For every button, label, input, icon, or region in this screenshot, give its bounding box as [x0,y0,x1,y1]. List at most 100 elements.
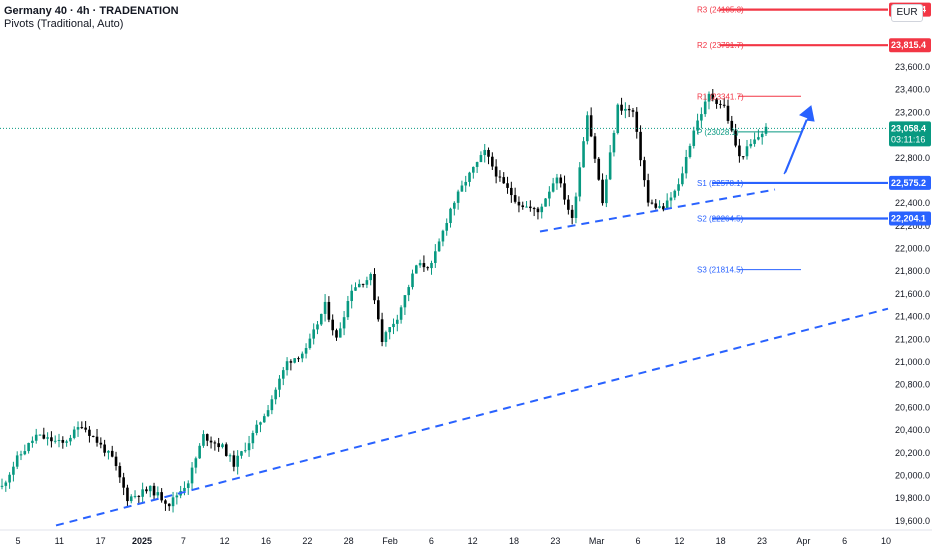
candle [373,274,376,301]
candle [434,251,437,263]
candle [357,283,361,288]
candle [418,263,422,266]
x-tick-label: Feb [382,536,398,546]
candle [137,495,141,497]
candle [749,143,753,147]
candle [437,241,441,252]
x-tick-label: 6 [635,536,640,546]
candle [719,103,722,105]
x-tick-label: Apr [796,536,810,546]
y-tick-label: 21,400.0 [895,312,930,322]
candle [643,160,646,181]
candle [464,181,468,186]
candle [479,155,483,163]
candle [380,319,384,342]
candle [692,130,696,146]
candle [354,287,357,291]
candle [624,108,627,111]
candle [331,319,334,331]
candle [627,108,631,111]
currency-button[interactable]: EUR [891,4,923,22]
candle [388,327,392,333]
y-tick-label: 19,800.0 [895,493,930,503]
candle [46,437,49,439]
y-tick-label: 21,800.0 [895,266,930,276]
candle [510,187,513,196]
candle [255,424,258,434]
candle [247,443,251,451]
y-tick-label: 20,600.0 [895,402,930,412]
candle [12,466,15,475]
candle [34,434,38,441]
candle [544,198,547,207]
candle [167,503,171,507]
candle [559,177,563,184]
candle [605,179,608,204]
candle [141,489,144,497]
level-s2-tag-text: 22,204.1 [891,214,926,224]
candle [681,173,684,185]
candle [700,114,703,121]
candle [460,185,464,192]
candle [15,455,19,467]
trendline-long[interactable] [55,307,889,527]
x-tick-label: 6 [842,536,847,546]
candle [50,437,53,442]
price-axis[interactable] [888,0,932,550]
candle [734,130,737,146]
candle [164,500,167,504]
candle [270,399,274,411]
candle [129,496,133,502]
candle [415,265,418,274]
candle [240,451,243,456]
candle [540,206,544,213]
candle [654,203,658,208]
candle [190,467,194,484]
x-tick-label: Mar [589,536,605,546]
candle [567,199,570,210]
candle [502,177,506,184]
candle [236,455,239,467]
pivot-label-r1: R1 (23341.7) [697,92,744,101]
candle [582,141,585,168]
candle [445,223,449,231]
y-tick-label: 22,400.0 [895,198,930,208]
x-tick-label: 23 [757,536,767,546]
candle [616,104,620,133]
x-tick-label: 12 [468,536,478,546]
trendline-short[interactable] [539,188,776,233]
candle [300,353,304,359]
y-tick-label: 20,800.0 [895,380,930,390]
candle [441,230,445,242]
candle [278,378,281,390]
candle [103,444,106,453]
candle [745,146,749,157]
x-tick-label: 28 [344,536,354,546]
candle [578,167,582,197]
level-r2-tag [889,38,931,53]
candle [114,456,118,467]
up-arrow-icon[interactable] [783,105,815,175]
candle [593,136,597,159]
candle [350,290,353,302]
candle [259,422,262,425]
current-price-tag [889,121,931,147]
candle [289,361,293,363]
candle [266,410,270,417]
candle [186,483,190,488]
candle [107,450,110,453]
candle [635,111,639,132]
candle [338,328,342,338]
x-tick-label: 18 [509,536,519,546]
candle [730,120,734,131]
y-tick-label: 21,000.0 [895,357,930,367]
candle [209,440,213,443]
candle [365,280,369,285]
candle [760,133,764,138]
level-s2-tag [889,211,931,226]
candle [232,455,236,467]
y-tick-label: 20,000.0 [895,471,930,481]
pivot-label-p: P (23028.1) [697,128,739,137]
candle [327,301,331,320]
